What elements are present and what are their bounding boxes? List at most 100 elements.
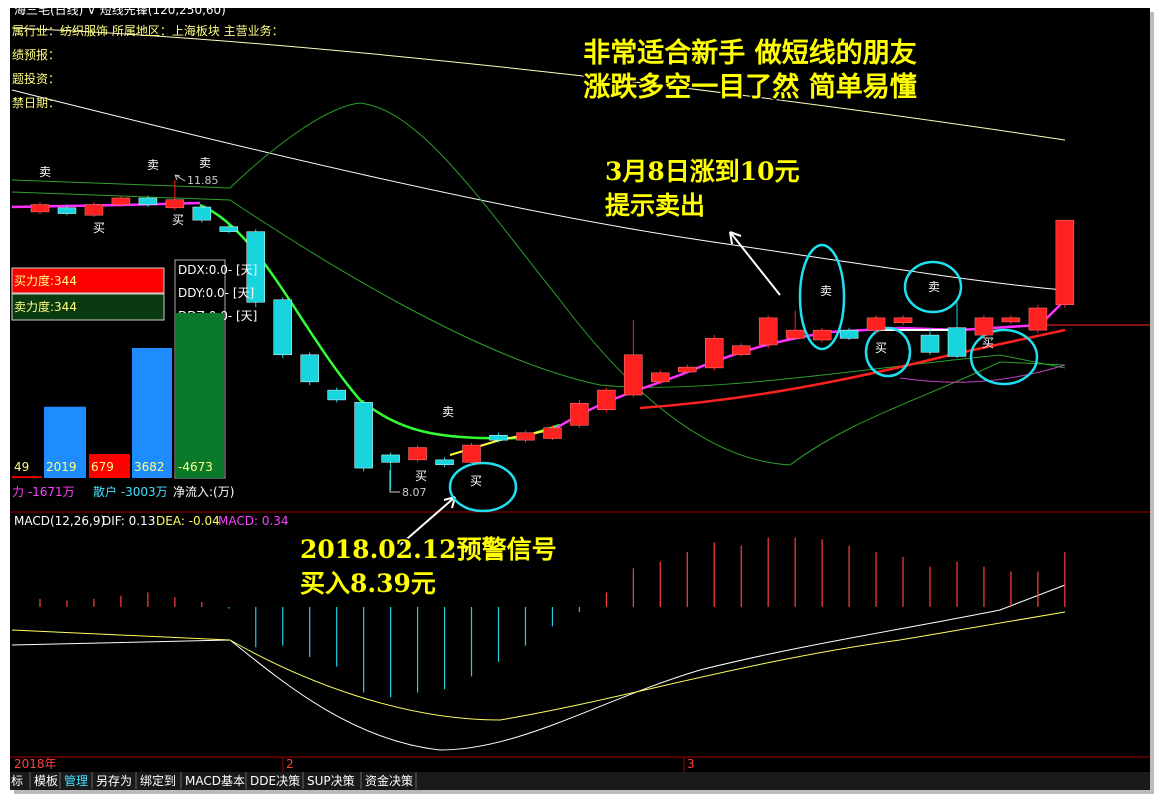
circle (448, 461, 518, 513)
tab[interactable]: 资金决策 (365, 773, 413, 788)
candle-body (516, 432, 535, 441)
tab[interactable]: MACD基本 (185, 774, 245, 788)
dde-bar (132, 348, 172, 478)
candle-body (893, 317, 913, 324)
candle-body (597, 389, 616, 411)
dde-bar (44, 406, 86, 478)
candles (30, 179, 1075, 491)
dif-line (11, 584, 1066, 751)
tab[interactable]: 绑定到 (140, 773, 176, 788)
info-line: 绩预报： (12, 47, 60, 62)
buy-strength-box (11, 267, 165, 294)
sell-strength: 卖力度:344 (14, 299, 77, 314)
price-pointer (174, 174, 186, 182)
dde-bars: 49 2019 679 3682 -4673 (12, 313, 224, 478)
candle-body (381, 454, 400, 463)
dde-bar-label: 2019 (46, 460, 77, 474)
candle-body (462, 444, 481, 463)
buy-signal: 买 (875, 341, 887, 355)
candle-body (839, 329, 859, 339)
sell-signal: 卖 (147, 158, 159, 172)
candle-body (30, 204, 50, 213)
price-pointer (389, 470, 400, 493)
candle-body (165, 199, 185, 209)
sell-strength-box (11, 293, 165, 321)
circle (903, 260, 963, 314)
candle-body (219, 226, 239, 232)
candle-body (785, 329, 805, 339)
candle-body (678, 366, 697, 373)
annotation: 非常适合新手 做短线的朋友 (583, 37, 916, 69)
arrow (729, 231, 781, 296)
candle-body (812, 329, 832, 341)
candle-body (300, 354, 319, 383)
band-line (11, 102, 1066, 466)
ma-line (11, 27, 1066, 141)
candle-body (758, 317, 778, 346)
candle-body (354, 402, 373, 469)
sell-signal: 卖 (928, 280, 940, 294)
ma-line (639, 328, 1066, 410)
candle-body (947, 327, 967, 357)
buy-signal: 买 (982, 336, 994, 350)
dde-bar-label: 679 (91, 460, 114, 474)
buy-signal: 买 (470, 474, 482, 488)
candle-body (543, 427, 562, 439)
info-line: 禁日期： (12, 96, 60, 110)
candle-body (1001, 317, 1021, 323)
circle (969, 328, 1039, 386)
tab-bar (10, 772, 1150, 790)
dde-bar (89, 454, 130, 478)
buy-signal: 买 (172, 213, 184, 227)
macd-label: MACD(12,26,9) (14, 514, 105, 528)
annotation: 提示卖出 (605, 191, 705, 220)
candle-body (974, 317, 994, 336)
high-price: 11.85 (187, 174, 219, 187)
sell-signal: 卖 (39, 165, 51, 179)
candle-body (111, 197, 131, 205)
candle-body (57, 207, 77, 214)
info-line: 题投资： (12, 71, 60, 86)
annotation: 2018.02.12预警信号 (300, 535, 557, 564)
tab[interactable]: 另存为 (96, 774, 132, 788)
ma-line (11, 89, 1066, 291)
tab[interactable]: 管理 (64, 773, 88, 788)
indicator-lines (10, 27, 1150, 790)
annotation: 涨跌多空一目了然 简单易懂 (583, 71, 916, 103)
tab[interactable]: 标 (11, 774, 23, 788)
date-label: 2 (286, 757, 294, 771)
tab-dividers (29, 772, 417, 789)
tab[interactable]: DDE决策 (250, 774, 300, 788)
flow: 力 -1671万 (12, 485, 75, 499)
candle-body (624, 354, 643, 396)
candle-body (705, 338, 724, 369)
candle-body (920, 334, 940, 353)
flow: 净流入:(万) (173, 485, 234, 499)
candle-body (435, 459, 454, 466)
flow: 散户 -3003万 (93, 484, 168, 499)
candle-body (1055, 219, 1075, 305)
circle (864, 326, 912, 378)
candle-body (192, 206, 212, 221)
macd-histogram (39, 537, 1066, 698)
candle-body (489, 434, 508, 441)
candle-body (651, 372, 670, 383)
highlight-circles (448, 243, 1039, 513)
macd-value-label: MACD: 0.34 (218, 514, 289, 528)
tab[interactable]: 模板 (34, 774, 58, 788)
candle-body (327, 389, 346, 401)
dde-bar (176, 313, 224, 478)
dea-line (11, 611, 1066, 721)
ddx: DDX:0.0- [天] (178, 263, 257, 277)
window-title: 海三毛(日线) ∨ 短线先锋(120,250,60) (14, 2, 226, 17)
sell-signal: 卖 (820, 284, 832, 298)
tab[interactable]: SUP决策 (307, 774, 355, 788)
candle-body (138, 197, 158, 205)
low-price: 8.07 (402, 486, 427, 499)
buy-signal: 买 (93, 221, 105, 235)
dea-label: DEA: -0.04 (156, 514, 220, 528)
sell-signal: 卖 (199, 156, 211, 170)
candle-body (731, 345, 751, 356)
date-label: 3 (687, 757, 695, 771)
